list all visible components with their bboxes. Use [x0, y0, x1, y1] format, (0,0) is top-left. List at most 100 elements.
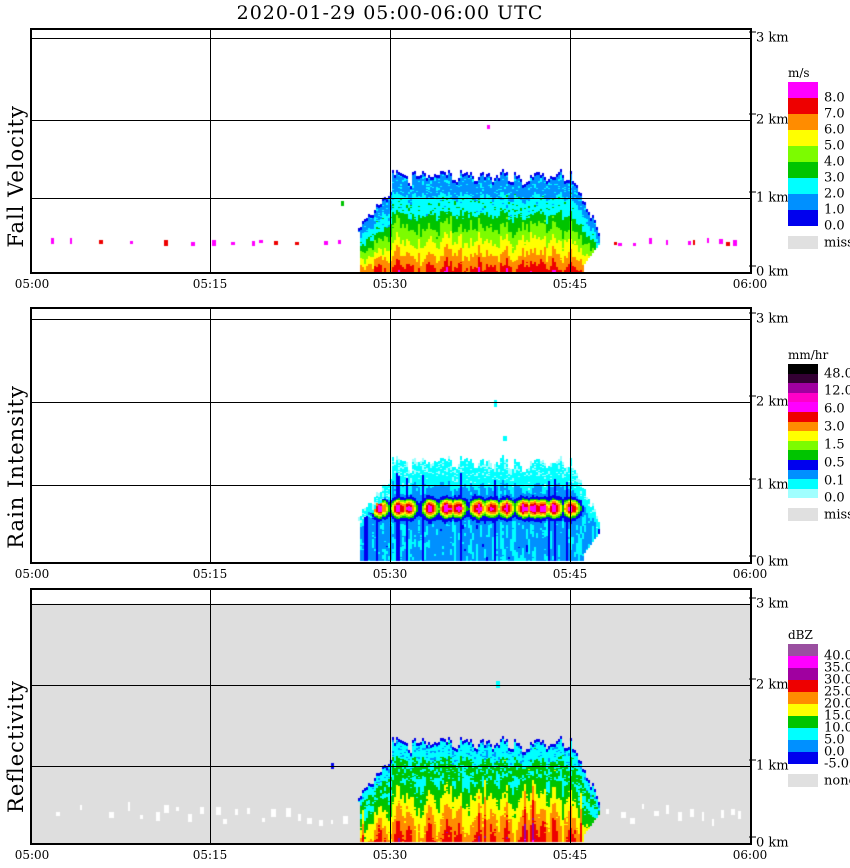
gridline-3km-p2 — [32, 319, 750, 320]
xtick-p2-0530: 05:30 — [372, 567, 408, 581]
colorbar-tick-label: 3.0 — [824, 170, 845, 186]
panel-reflectivity: 3 km 2 km 1 km 0 km 05:00 05:15 05:30 05… — [15, 588, 789, 862]
gridline-0545-p1 — [570, 30, 571, 272]
ytick-p3-0km: 0 km — [749, 836, 789, 850]
page-title: 2020-01-29 05:00-06:00 UTC — [236, 2, 544, 24]
rain-intensity-heatmap — [32, 309, 750, 562]
colorbar-tick-label: 10.0 — [824, 720, 850, 736]
colorbar-missing-swatch — [788, 774, 818, 787]
colorbar-band — [788, 716, 818, 728]
ytick-p3-2km: 2 km — [749, 678, 789, 692]
xtick-p3-0515: 05:15 — [192, 848, 228, 862]
colorbar-missing-label: miss — [824, 507, 850, 523]
colorbar-tick-label: 4.0 — [824, 154, 845, 170]
xtick-p2-0500: 05:00 — [14, 567, 50, 581]
colorbar-band — [788, 162, 818, 178]
colorbar-tick-label: 1.0 — [824, 202, 845, 218]
gridline-2km-p2 — [32, 402, 750, 403]
reflectivity-heatmap — [32, 590, 750, 843]
colorbar-band — [788, 392, 818, 403]
panel-rain-intensity: 3 km 2 km 1 km 0 km 05:00 05:15 05:30 05… — [15, 307, 789, 581]
colorbar-missing-swatch — [788, 236, 818, 249]
ytick-p1-0km: 0 km — [749, 265, 789, 279]
gridline-1km-p2 — [32, 485, 750, 486]
xtick-p3-0530: 05:30 — [372, 848, 408, 862]
gridline-0545-p2 — [570, 309, 571, 562]
xtick-p1-0515: 05:15 — [192, 277, 228, 291]
colorbar-band — [788, 412, 818, 422]
ytick-p1-1km: 1 km — [749, 191, 789, 205]
gridline-0530-p3 — [390, 590, 391, 843]
colorbar-band — [788, 728, 818, 740]
colorbar-tick-label: 25.0 — [824, 684, 850, 700]
colorbar-band — [788, 431, 818, 441]
colorbar-band — [788, 692, 818, 704]
colorbar-band — [788, 656, 818, 668]
xtick-p1-0500: 05:00 — [14, 277, 50, 291]
colorbar-missing-label: miss — [824, 235, 850, 251]
colorbar-tick-label: 15.0 — [824, 708, 850, 724]
colorbar-tick-label: 35.0 — [824, 660, 850, 676]
colorbar-1-units: m/s — [788, 66, 810, 80]
colorbar-tick-label: 0.0 — [824, 218, 845, 234]
colorbar-band — [788, 680, 818, 692]
xtick-p1-0545: 05:45 — [552, 277, 588, 291]
colorbar-tick-label: 8.0 — [824, 90, 845, 106]
xtick-p1-0600: 06:00 — [732, 277, 768, 291]
ytick-p3-3km: 3 km — [749, 597, 789, 611]
colorbar-tick-label: 6.0 — [824, 122, 845, 138]
xtick-p1-0530: 05:30 — [372, 277, 408, 291]
gridline-0530-p1 — [390, 30, 391, 272]
gridline-1km-p3 — [32, 766, 750, 767]
colorbar-missing-label: none — [824, 773, 850, 789]
colorbar-band — [788, 82, 818, 98]
colorbar-band — [788, 98, 818, 114]
colorbar-tick-label: 30.0 — [824, 672, 850, 688]
colorbar-band — [788, 460, 818, 470]
colorbar-band — [788, 210, 818, 226]
colorbar-band — [788, 704, 818, 716]
panel-2-ylabel: Rain Intensity — [4, 385, 28, 549]
colorbar-band — [788, 194, 818, 210]
colorbar-band — [788, 114, 818, 130]
colorbar-band — [788, 752, 818, 764]
panel-1-plot — [32, 30, 750, 272]
colorbar-band — [788, 364, 818, 374]
colorbar-2-units: mm/hr — [788, 348, 829, 362]
xtick-p3-0600: 06:00 — [732, 848, 768, 862]
colorbar-tick-label: 0.1 — [824, 473, 845, 489]
gridline-0530-p2 — [390, 309, 391, 562]
gridline-3km-p1 — [32, 38, 750, 39]
colorbar-tick-label: 7.0 — [824, 106, 845, 122]
colorbar-band — [788, 383, 818, 393]
panel-1-ylabel: Fall Velocity — [4, 105, 28, 248]
colorbar-band — [788, 421, 818, 432]
colorbar-band — [788, 488, 818, 499]
colorbar-tick-label: -5.0 — [824, 756, 850, 772]
ytick-p2-0km: 0 km — [749, 555, 789, 569]
gridline-3km-p3 — [32, 604, 750, 605]
ytick-p1-2km: 2 km — [749, 113, 789, 127]
colorbar-tick-label: 6.0 — [824, 401, 845, 417]
colorbar-tick-label: 20.0 — [824, 696, 850, 712]
colorbar-tick-label: 5.0 — [824, 732, 845, 748]
colorbar-tick-label: 48.0 — [824, 366, 850, 382]
panel-3-plot — [32, 590, 750, 843]
colorbar-3-units: dBZ — [788, 628, 813, 642]
ytick-p2-2km: 2 km — [749, 395, 789, 409]
xtick-p2-0600: 06:00 — [732, 567, 768, 581]
colorbar-band — [788, 440, 818, 451]
colorbar-tick-label: 1.5 — [824, 437, 845, 453]
colorbar-band — [788, 178, 818, 194]
colorbar-tick-label: 0.0 — [824, 744, 845, 760]
colorbar-band — [788, 373, 818, 384]
gridline-0515-p1 — [210, 30, 211, 272]
colorbar-band — [788, 668, 818, 680]
fall-velocity-heatmap — [32, 30, 750, 272]
colorbar-band — [788, 402, 818, 412]
gridline-0515-p3 — [210, 590, 211, 843]
panel-3-ylabel: Reflectivity — [4, 680, 28, 813]
panel-fall-velocity: 3 km 2 km 1 km 0 km 05:00 05:15 05:30 05… — [15, 28, 789, 291]
ytick-p3-1km: 1 km — [749, 759, 789, 773]
gridline-1km-p1 — [32, 198, 750, 199]
